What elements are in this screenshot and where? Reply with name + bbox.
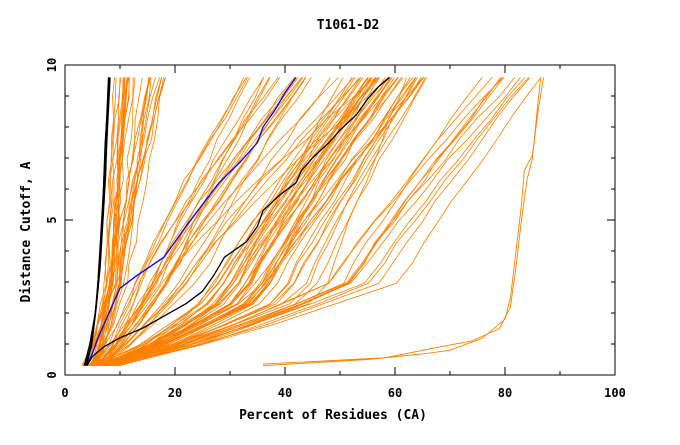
bundle-line-mid-fan (95, 77, 362, 367)
plot-area (81, 76, 544, 367)
bundle-line-dense-band (109, 77, 411, 367)
bundle-line-steep-fan (90, 77, 136, 366)
bundle-line-right-fan (114, 77, 503, 367)
bundle-line-steep-fan (91, 77, 122, 366)
bundle-line-mid-fan (100, 77, 307, 366)
y-tick-label: 0 (45, 371, 59, 378)
bundle-line-right-fan (97, 77, 526, 367)
bundle-line-dense-band (94, 77, 360, 367)
bundle-line-steep-fan (91, 77, 129, 366)
bundle-line-dense-band (99, 77, 369, 367)
bundle-line-right-fan (109, 77, 504, 367)
bundle-line-mid-fan (102, 77, 354, 367)
bundle-line-steep-fan (93, 77, 151, 366)
bundle-line-mid-fan (99, 77, 279, 366)
bundle-line-mid-fan (97, 77, 306, 366)
bundle-line-dense-band (92, 77, 418, 367)
bundle-line-mid-fan (101, 77, 245, 366)
bundle-line-right-fan (103, 77, 542, 367)
bundle-line-dense-band (103, 77, 386, 367)
bundle-line-dense-band (99, 77, 424, 367)
bundle-line-dense-band (110, 77, 379, 367)
bundle-line-dense-band (113, 77, 416, 367)
x-axis-label: Percent of Residues (CA) (239, 408, 427, 423)
bundle-line-steep-fan (87, 77, 124, 366)
bundle-line-dense-band (110, 77, 377, 367)
bundle-line-dense-band (109, 77, 364, 367)
bundle-line-dense-band (98, 77, 362, 367)
bundle-line-right-fan (116, 77, 529, 367)
y-tick-label: 10 (45, 58, 59, 72)
bundle-line-right-fan (98, 77, 516, 367)
x-tick-label: 0 (61, 386, 68, 400)
bundle-line-dense-band (100, 77, 373, 367)
bundle-line-steep-fan (88, 77, 152, 366)
series-line-3 (86, 76, 390, 367)
bundle-line-steep-fan (92, 77, 166, 366)
series-line-1 (262, 77, 542, 365)
bundle-line-mid-fan (96, 77, 389, 367)
bundle-line-mid-fan (90, 77, 303, 366)
series-line-2 (86, 77, 297, 366)
bundle-line-right-fan (112, 77, 483, 367)
bundle-line-steep-fan (91, 77, 149, 366)
bundle-line-right-fan (109, 77, 531, 367)
bundle-line-steep-fan (81, 77, 161, 366)
bundle-line-mid-fan (99, 77, 307, 367)
bundle-line-right-fan (101, 77, 521, 367)
x-tick-label: 40 (278, 386, 292, 400)
y-tick-label: 5 (45, 216, 59, 223)
chart-title: T1061-D2 (317, 18, 380, 33)
bundle-line-dense-band (101, 77, 424, 367)
bundle-line-right-fan (119, 77, 505, 367)
x-tick-label: 80 (498, 386, 512, 400)
bundle-line-dense-band (113, 77, 414, 367)
bundle-line-steep-fan (97, 77, 115, 366)
bundle-line-steep-fan (97, 77, 166, 366)
bundle-line-steep-fan (83, 77, 165, 366)
bundle-line-dense-band (104, 77, 389, 367)
bundle-line-mid-fan (90, 77, 303, 367)
x-tick-label: 100 (604, 386, 626, 400)
bundle-line-dense-band (101, 77, 392, 367)
series-line-7 (84, 77, 111, 366)
bundle-line-steep-fan (96, 77, 150, 366)
x-tick-label: 60 (388, 386, 402, 400)
bundle-line-dense-band (109, 77, 353, 367)
axis-ticks: 0 20 40 60 80 100 0 5 10 (45, 58, 626, 400)
bundle-line-mid-fan (87, 77, 339, 367)
bundle-line-steep-fan (83, 77, 134, 366)
bundle-line-dense-band (112, 77, 356, 367)
bundle-line-mid-fan (94, 77, 304, 366)
y-axis-label: Distance Cutoff, A (19, 161, 34, 302)
bundle-line-mid-fan (95, 77, 270, 366)
x-tick-label: 20 (168, 386, 182, 400)
